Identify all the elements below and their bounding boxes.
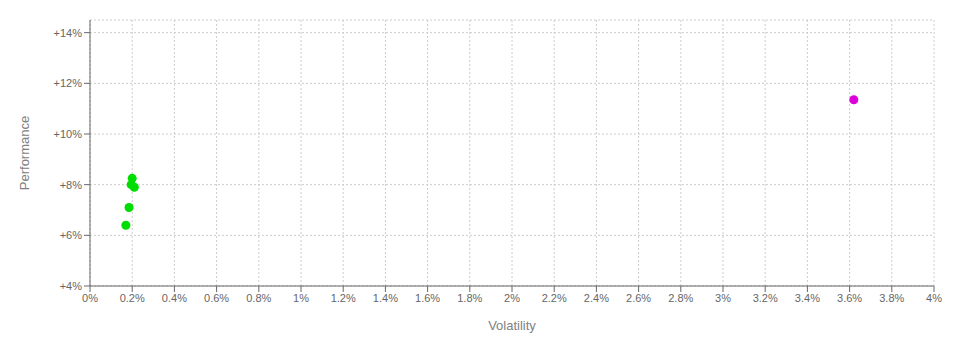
svg-text:0.8%: 0.8% — [246, 292, 271, 304]
svg-text:Performance: Performance — [17, 116, 32, 190]
svg-text:0%: 0% — [82, 292, 98, 304]
svg-text:+14%: +14% — [54, 27, 83, 39]
svg-text:0.4%: 0.4% — [162, 292, 187, 304]
svg-text:1.8%: 1.8% — [457, 292, 482, 304]
svg-text:2.8%: 2.8% — [668, 292, 693, 304]
svg-text:1%: 1% — [293, 292, 309, 304]
svg-text:+6%: +6% — [60, 229, 83, 241]
svg-text:1.6%: 1.6% — [415, 292, 440, 304]
svg-text:+10%: +10% — [54, 128, 83, 140]
svg-text:2.4%: 2.4% — [584, 292, 609, 304]
svg-text:2.6%: 2.6% — [626, 292, 651, 304]
svg-text:3%: 3% — [715, 292, 731, 304]
svg-text:4%: 4% — [926, 292, 942, 304]
svg-text:2%: 2% — [504, 292, 520, 304]
svg-text:3.2%: 3.2% — [753, 292, 778, 304]
svg-text:3.8%: 3.8% — [879, 292, 904, 304]
svg-text:0.2%: 0.2% — [120, 292, 145, 304]
svg-text:+12%: +12% — [54, 77, 83, 89]
svg-text:+4%: +4% — [60, 280, 83, 292]
svg-text:2.2%: 2.2% — [542, 292, 567, 304]
svg-text:1.2%: 1.2% — [331, 292, 356, 304]
svg-text:0.6%: 0.6% — [204, 292, 229, 304]
svg-text:3.4%: 3.4% — [795, 292, 820, 304]
svg-text:Volatility: Volatility — [488, 318, 536, 333]
svg-text:+8%: +8% — [60, 179, 83, 191]
svg-text:3.6%: 3.6% — [837, 292, 862, 304]
svg-text:1.4%: 1.4% — [373, 292, 398, 304]
